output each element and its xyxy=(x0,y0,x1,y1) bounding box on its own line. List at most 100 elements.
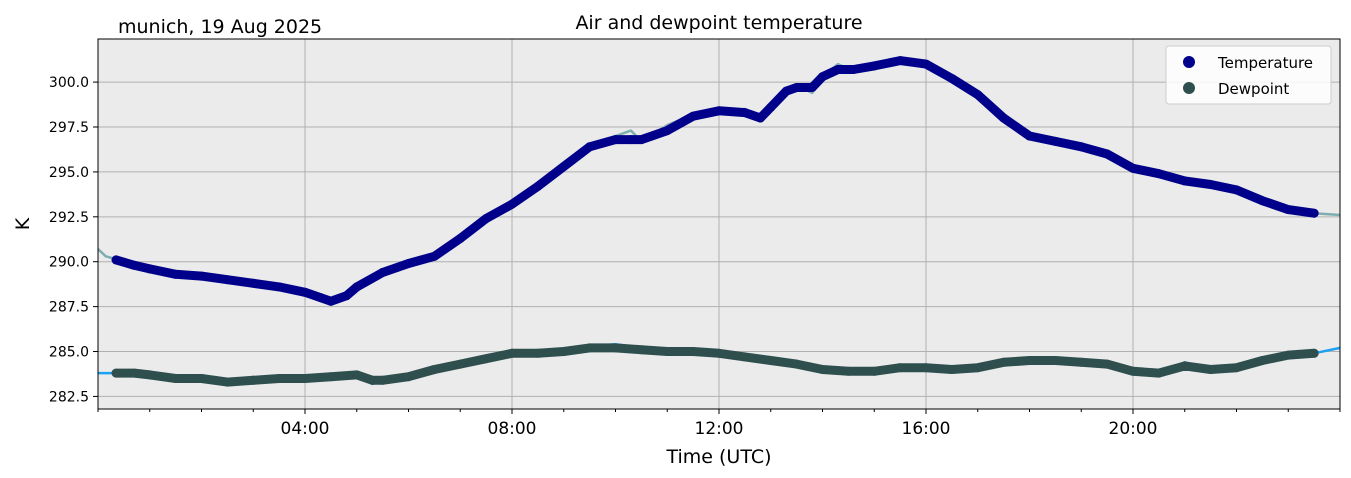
point-dewpoint xyxy=(1283,350,1293,360)
point-dewpoint xyxy=(1232,363,1241,373)
point-temperature xyxy=(947,74,957,83)
point-temperature xyxy=(585,142,595,152)
x-axis-label: Time (UTC) xyxy=(665,446,771,468)
point-temperature xyxy=(429,251,439,261)
point-temperature xyxy=(222,275,232,285)
point-dewpoint xyxy=(129,368,139,378)
point-dewpoint xyxy=(818,365,827,374)
point-temperature xyxy=(1128,163,1138,173)
point-temperature xyxy=(714,106,724,116)
point-dewpoint xyxy=(171,374,181,383)
point-temperature xyxy=(455,233,465,243)
chart-subtitle: munich, 19 Aug 2025 xyxy=(118,16,322,38)
point-temperature xyxy=(636,135,646,145)
point-dewpoint xyxy=(740,352,750,362)
x-tick-label: 04:00 xyxy=(281,419,330,439)
point-dewpoint xyxy=(869,366,879,376)
x-tick-label: 16:00 xyxy=(902,419,951,439)
y-tick-label: 287.5 xyxy=(49,300,89,316)
point-temperature xyxy=(999,113,1009,123)
point-dewpoint xyxy=(636,345,646,355)
point-dewpoint xyxy=(429,365,439,374)
y-tick-label: 285.0 xyxy=(49,345,89,361)
point-temperature xyxy=(792,83,802,92)
legend-box xyxy=(1165,45,1332,105)
point-dewpoint xyxy=(662,347,672,356)
point-temperature xyxy=(921,59,931,69)
point-temperature xyxy=(818,72,827,82)
legend-label-temperature: Temperature xyxy=(1217,54,1313,72)
point-dewpoint xyxy=(947,365,957,374)
point-temperature xyxy=(533,181,543,191)
axis-ticks: 04:00 08:00 12:00 16:00 20:00 282.5 285.0 287.5… xyxy=(49,75,1341,439)
point-temperature xyxy=(611,135,620,145)
point-temperature xyxy=(807,83,817,92)
point-temperature xyxy=(316,293,325,303)
point-temperature xyxy=(1076,142,1086,152)
legend-marker-dewpoint xyxy=(1183,82,1195,94)
point-temperature xyxy=(1257,196,1267,206)
point-dewpoint xyxy=(611,343,620,353)
point-dewpoint xyxy=(1050,356,1060,365)
y-axis-label: K xyxy=(12,217,34,230)
point-temperature xyxy=(1102,149,1112,159)
point-temperature xyxy=(973,90,983,100)
point-dewpoint xyxy=(1154,368,1164,378)
point-dewpoint xyxy=(533,348,543,358)
x-tick-label: 12:00 xyxy=(695,419,744,439)
point-dewpoint xyxy=(1257,356,1267,365)
point-temperature xyxy=(111,255,121,265)
point-temperature xyxy=(781,86,791,96)
point-dewpoint xyxy=(274,374,284,383)
x-tick-label: 20:00 xyxy=(1109,419,1158,439)
point-temperature xyxy=(833,65,843,74)
point-temperature xyxy=(341,291,351,301)
point-dewpoint xyxy=(248,375,258,385)
y-tick-label: 300.0 xyxy=(49,75,89,91)
y-tick-label: 282.5 xyxy=(49,389,89,405)
point-temperature xyxy=(145,264,155,274)
point-dewpoint xyxy=(895,363,905,373)
point-dewpoint xyxy=(367,375,377,385)
point-temperature xyxy=(1025,131,1034,141)
point-temperature xyxy=(404,259,413,268)
point-temperature xyxy=(352,282,362,292)
point-temperature xyxy=(481,214,491,224)
point-temperature xyxy=(1232,185,1241,195)
point-dewpoint xyxy=(326,372,336,382)
point-dewpoint xyxy=(688,347,698,356)
point-temperature xyxy=(378,268,388,277)
point-temperature xyxy=(1180,176,1190,186)
point-dewpoint xyxy=(378,375,388,385)
point-dewpoint xyxy=(1309,348,1319,358)
point-dewpoint xyxy=(973,363,983,373)
point-temperature xyxy=(626,135,636,145)
point-temperature xyxy=(895,56,905,66)
point-dewpoint xyxy=(197,374,206,383)
point-dewpoint xyxy=(1128,366,1138,376)
point-temperature xyxy=(1206,180,1216,189)
chart-title: Air and dewpoint temperature xyxy=(575,12,862,34)
point-temperature xyxy=(766,102,776,112)
point-dewpoint xyxy=(766,356,776,365)
point-temperature xyxy=(248,278,258,288)
point-temperature xyxy=(1050,136,1060,146)
legend: Temperature Dewpoint xyxy=(1165,45,1332,105)
point-dewpoint xyxy=(1206,365,1216,374)
y-tick-label: 295.0 xyxy=(49,165,89,181)
point-temperature xyxy=(129,260,139,270)
point-temperature xyxy=(300,287,310,297)
point-dewpoint xyxy=(300,374,310,383)
point-dewpoint xyxy=(1180,361,1190,371)
point-dewpoint xyxy=(792,359,802,369)
legend-marker-temperature xyxy=(1183,56,1195,68)
y-tick-label: 292.5 xyxy=(49,210,89,226)
point-temperature xyxy=(507,199,517,209)
point-dewpoint xyxy=(1102,359,1112,369)
point-dewpoint xyxy=(585,343,595,353)
point-temperature xyxy=(559,162,569,171)
point-temperature xyxy=(326,296,336,306)
point-temperature xyxy=(171,269,181,279)
legend-label-dewpoint: Dewpoint xyxy=(1218,80,1289,98)
